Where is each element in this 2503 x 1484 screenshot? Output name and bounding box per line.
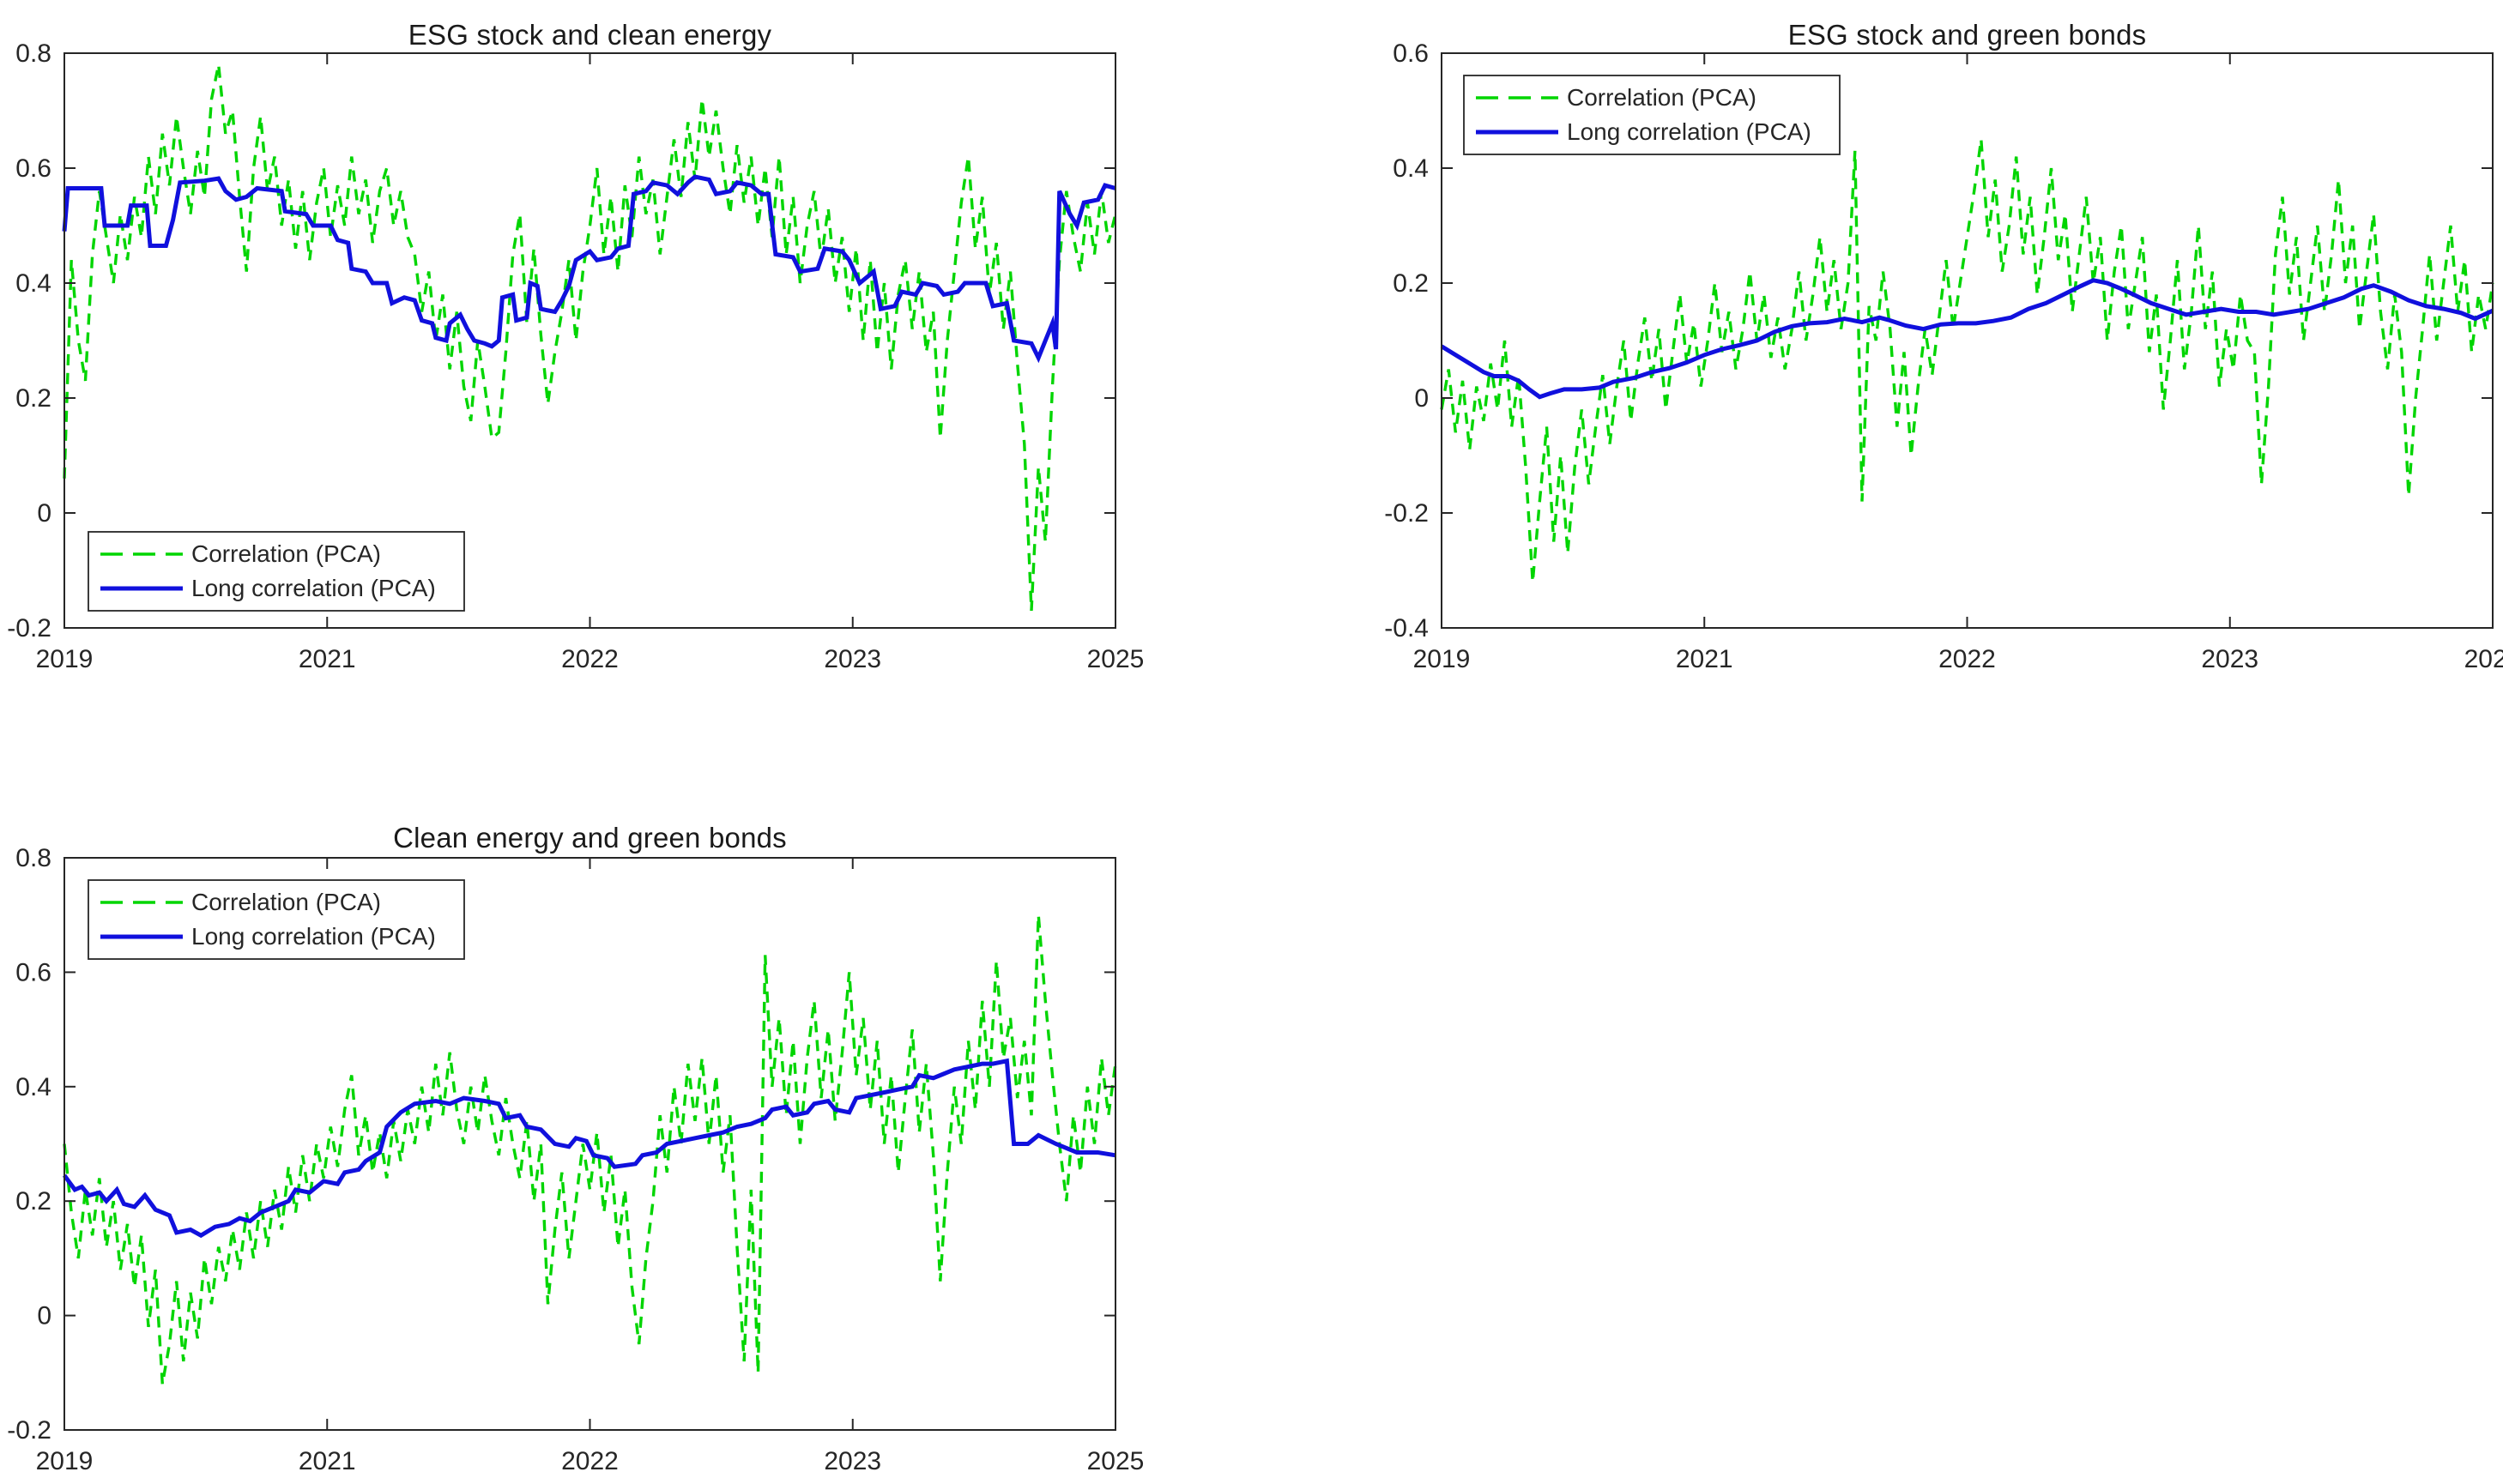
x-tick-label: 2025 (1087, 645, 1145, 673)
y-tick-label: 0.4 (1393, 154, 1429, 183)
x-tick-label: 2023 (824, 645, 881, 673)
series-long-correlation (62, 1058, 1116, 1239)
chart-title-esg-clean-energy: ESG stock and clean energy (408, 19, 772, 51)
series-correlation (63, 914, 1117, 1384)
y-tick-label: 0.4 (15, 1073, 51, 1101)
x-tick-label: 2022 (1938, 645, 1996, 673)
y-tick-label: 0.2 (15, 1187, 51, 1216)
y-tick-label: -0.2 (7, 1416, 51, 1445)
legend-label-correlation: Correlation (PCA) (191, 889, 381, 915)
y-tick-label: -0.4 (1384, 614, 1429, 642)
x-tick-label: 2019 (36, 645, 94, 673)
legend-label-correlation: Correlation (PCA) (1567, 84, 1756, 111)
x-tick-label: 2022 (561, 1447, 619, 1475)
x-tick-label: 2021 (1676, 645, 1733, 673)
legend-box (88, 531, 465, 612)
y-tick-label: 0.6 (15, 154, 51, 183)
x-tick-label: 2022 (561, 645, 619, 673)
y-tick-label: 0 (37, 1302, 51, 1330)
x-tick-label: 2019 (36, 1447, 94, 1475)
legend-label-long-correlation: Long correlation (PCA) (191, 575, 436, 601)
y-tick-label: 0.2 (15, 384, 51, 413)
legend-box (1463, 75, 1841, 155)
chart-title-clean-energy-green-bonds: Clean energy and green bonds (393, 822, 787, 854)
y-tick-label: 0.8 (15, 844, 51, 872)
y-tick-label: 0 (37, 499, 51, 528)
y-tick-label: 0 (1414, 384, 1429, 413)
legend-box (88, 879, 465, 960)
legend-label-long-correlation: Long correlation (PCA) (191, 923, 436, 950)
chart-2: 2019 2021 2022 2023 2025 0.6 0.4 0.2 0 -0.2 -0.4 Co… (1384, 39, 2503, 673)
y-tick-label: -0.2 (1384, 499, 1429, 528)
chart-3: 2019 2021 2022 2023 2025 0.8 0.6 0.4 0.2 0 -0.2 Cor… (7, 844, 1144, 1475)
x-tick-label: 2021 (299, 645, 356, 673)
legend-label-correlation: Correlation (PCA) (191, 540, 381, 567)
chart-1: 2019 2021 2022 2023 2025 0.8 0.6 0.4 0.2 0 -0.2 Cor… (7, 39, 1144, 673)
series-long-correlation (62, 174, 1116, 364)
x-tick-label: 2019 (1413, 645, 1471, 673)
x-tick-label: 2021 (299, 1447, 356, 1475)
series-correlation (63, 64, 1117, 611)
legend-label-long-correlation: Long correlation (PCA) (1567, 118, 1811, 145)
chart-title-esg-green-bonds: ESG stock and green bonds (1787, 19, 2147, 51)
y-tick-label: 0.6 (15, 958, 51, 986)
x-tick-label: 2023 (824, 1447, 881, 1475)
y-tick-label: 0.2 (1393, 269, 1429, 298)
series-correlation (1440, 139, 2494, 582)
x-tick-label: 2025 (2464, 645, 2503, 673)
x-tick-label: 2025 (1087, 1447, 1145, 1475)
y-tick-label: 0.6 (1393, 39, 1429, 68)
series-long-correlation (1440, 278, 2494, 400)
y-tick-label: 0.8 (15, 39, 51, 68)
y-tick-label: 0.4 (15, 269, 51, 298)
y-tick-label: -0.2 (7, 614, 51, 642)
x-tick-label: 2023 (2201, 645, 2258, 673)
